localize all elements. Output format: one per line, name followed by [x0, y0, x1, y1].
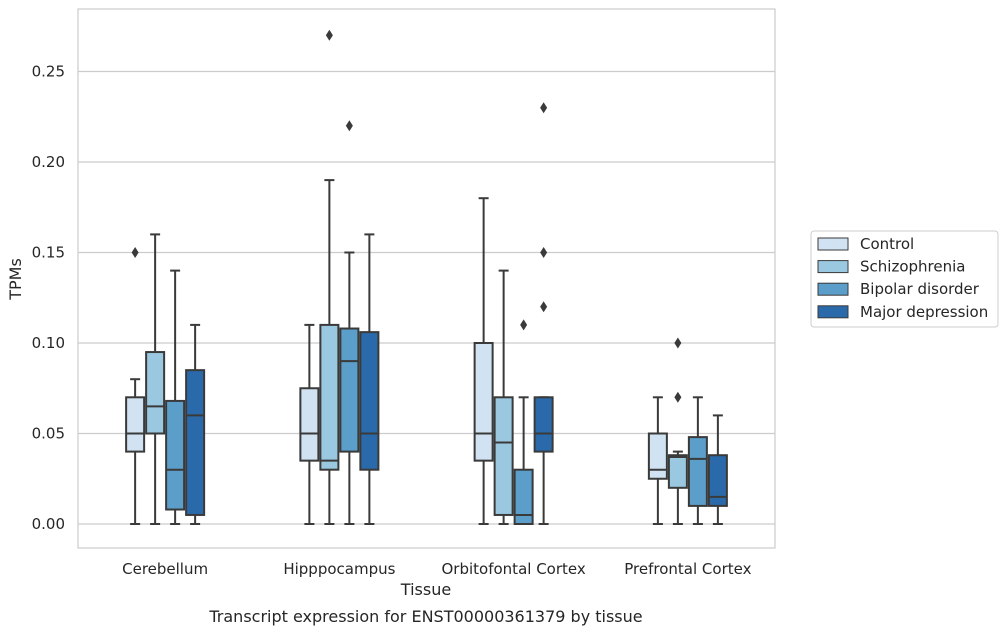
legend: Control Schizophrenia Bipolar disorder Majo…	[810, 230, 999, 328]
outlier-point	[325, 29, 333, 41]
box-body	[165, 399, 186, 511]
legend-item: Schizophrenia	[817, 258, 965, 276]
box-control	[125, 247, 146, 525]
outlier-point	[540, 247, 548, 258]
outlier-point	[131, 247, 139, 258]
legend-swatch	[817, 305, 849, 319]
x-tick-label: Orbitofontal Cortex	[442, 560, 586, 578]
box-control	[299, 323, 320, 525]
box-schizophrenia	[493, 269, 514, 525]
y-tick-label: 0.10	[32, 334, 65, 352]
legend-label: Control	[860, 235, 914, 253]
box-body	[145, 351, 166, 435]
y-axis-label: TPMs	[6, 258, 25, 301]
x-tick-label: Cerebellum	[122, 560, 208, 578]
legend-frame	[810, 230, 999, 328]
y-tick-label: 0.25	[32, 63, 65, 81]
box-major-depression	[359, 233, 380, 525]
legend-item: Major depression	[817, 303, 988, 321]
legend-item: Bipolar disorder	[817, 280, 980, 298]
box-bipolar-disorder	[339, 120, 360, 525]
box-series	[125, 29, 728, 526]
x-axis-label: Tissue	[400, 580, 451, 599]
y-tick-label: 0.05	[32, 425, 65, 443]
box-body	[513, 468, 534, 526]
box-body	[319, 323, 340, 471]
box-body	[185, 369, 206, 516]
box-body	[667, 454, 688, 489]
box-body	[339, 327, 360, 453]
outlier-point	[674, 391, 682, 403]
box-body	[125, 396, 146, 453]
box-schizophrenia	[667, 337, 688, 525]
outlier-point	[674, 337, 682, 349]
x-tick-label: Hipppocampus	[283, 560, 395, 578]
y-tick-label: 0.00	[32, 515, 65, 533]
y-tick-label: 0.20	[32, 153, 65, 171]
box-body	[647, 432, 668, 480]
legend-label: Schizophrenia	[860, 258, 965, 276]
box-body	[473, 342, 494, 462]
box-control	[647, 396, 668, 525]
box-body	[299, 387, 320, 462]
box-major-depression	[707, 414, 728, 525]
y-tick-label: 0.15	[32, 244, 65, 262]
chart-caption: Transcript expression for ENST0000036137…	[208, 607, 642, 626]
box-bipolar-disorder	[687, 396, 708, 525]
x-tick-labels: Cerebellum Hipppocampus Orbitofontal Corte…	[122, 560, 751, 578]
plot-frame	[77, 8, 776, 549]
legend-swatch	[817, 282, 849, 296]
box-bipolar-disorder	[165, 269, 186, 525]
legend-label: Bipolar disorder	[860, 280, 980, 298]
x-tick-label: Prefrontal Cortex	[624, 560, 751, 578]
box-schizophrenia	[145, 233, 166, 525]
legend-item: Control	[817, 235, 914, 253]
box-body	[533, 396, 554, 453]
box-body	[493, 396, 514, 516]
outlier-point	[520, 319, 528, 331]
box-bipolar-disorder	[513, 319, 534, 526]
box-body	[359, 331, 380, 471]
box-body	[687, 436, 708, 507]
box-major-depression	[185, 323, 206, 525]
box-schizophrenia	[319, 29, 340, 525]
box-control	[473, 197, 494, 525]
outlier-point	[540, 102, 548, 114]
legend-swatch	[817, 237, 849, 251]
box-body	[707, 454, 728, 507]
legend-swatch	[817, 260, 849, 274]
outlier-point	[345, 120, 353, 132]
outlier-point	[540, 301, 548, 313]
box-major-depression	[533, 102, 554, 525]
y-tick-labels: 0.00 0.05 0.10 0.15 0.20 0.25	[32, 63, 65, 534]
legend-label: Major depression	[860, 303, 988, 321]
